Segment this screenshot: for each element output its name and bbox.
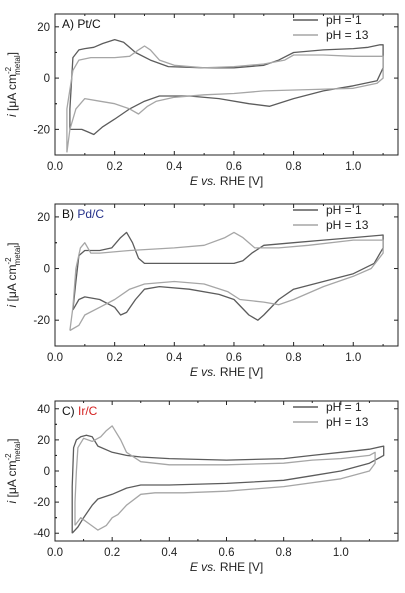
legend-label-ph13: pH = 13 xyxy=(326,28,369,42)
y-tick-label: 20 xyxy=(37,435,50,447)
legend-label-ph1: pH = 1 xyxy=(326,400,362,414)
x-tick-label: 0.4 xyxy=(161,547,178,559)
x-axis-title-e: E xyxy=(190,560,199,574)
panel-label-prefix: C) xyxy=(62,404,78,418)
panel-label-metal: Ir/C xyxy=(78,404,98,418)
y-axis-title-i: i xyxy=(5,114,19,117)
y-axis-title-subscript: metal xyxy=(13,442,22,462)
y-axis-title: i [μA cm-2metal] xyxy=(4,439,22,504)
x-tick-label: 0.8 xyxy=(286,352,302,364)
series-line-ph13 xyxy=(66,45,384,153)
panel-label-prefix: B) xyxy=(62,207,77,221)
y-tick-label: 20 xyxy=(37,212,50,224)
y-tick-label: -20 xyxy=(33,497,50,509)
y-tick-label: -20 xyxy=(33,315,50,327)
y-axis-title-unit: [μA cm xyxy=(5,461,19,501)
x-tick-label: 1.0 xyxy=(345,352,361,364)
legend-label-ph1: pH = 1 xyxy=(326,203,362,217)
y-axis-title: i [μA cm-2metal] xyxy=(4,243,22,308)
series-line-ph13 xyxy=(74,425,376,531)
y-axis-title-subscript: metal xyxy=(13,246,22,266)
x-tick-label: 0.6 xyxy=(226,352,242,364)
panel-label: C) Ir/C xyxy=(62,404,98,418)
y-axis-title-close: ] xyxy=(5,439,19,442)
y-tick-label: 0 xyxy=(44,264,50,276)
x-axis-title-e: E xyxy=(190,365,199,379)
series-line-ph13 xyxy=(69,231,384,332)
y-tick-label: 0 xyxy=(44,73,50,85)
panel-label-prefix: A) xyxy=(62,17,77,31)
y-tick-label: 0 xyxy=(44,466,50,478)
x-tick-label: 0.2 xyxy=(104,547,120,559)
x-axis-title: E vs. RHE [V] xyxy=(190,174,263,188)
series-line-ph1 xyxy=(72,231,384,321)
y-axis-title-unit: [μA cm xyxy=(5,265,19,305)
y-axis-title-superscript: -2 xyxy=(4,257,13,265)
y-tick-label: -40 xyxy=(33,528,50,540)
y-axis-title-close: ] xyxy=(5,52,19,55)
x-tick-label: 0.2 xyxy=(107,161,123,173)
x-axis-title-e: E xyxy=(190,174,199,188)
y-axis-title-unit: [μA cm xyxy=(5,74,19,114)
y-tick-label: 40 xyxy=(37,404,50,416)
legend-label-ph13: pH = 13 xyxy=(326,415,369,429)
y-tick-label: 20 xyxy=(37,22,50,34)
panel-label: A) Pt/C xyxy=(62,17,101,31)
panel-C: 0.0 0.2 0.4 0.6 0.8 1.0 -40 -20 0 20 40 C) Ir/C pH =… xyxy=(4,400,399,574)
legend-label-ph1: pH = 1 xyxy=(326,13,362,27)
x-tick-label: 0.4 xyxy=(166,352,183,364)
x-tick-label: 0.2 xyxy=(107,352,123,364)
panel-label-metal: Pt/C xyxy=(77,17,101,31)
x-tick-label: 1.0 xyxy=(345,161,361,173)
x-tick-label: 0.8 xyxy=(276,547,292,559)
x-axis-title: E vs. RHE [V] xyxy=(190,365,263,379)
x-axis-title: E vs. RHE [V] xyxy=(190,560,263,574)
x-tick-label: 0.0 xyxy=(47,547,63,559)
x-axis-title-vs: vs. xyxy=(198,365,217,379)
y-axis-title-superscript: -2 xyxy=(4,66,13,74)
x-axis-title-rest: RHE [V] xyxy=(217,174,264,188)
panel-B: 0.0 0.2 0.4 0.6 0.8 1.0 -20 0 20 B) Pd/C pH = 1pH … xyxy=(4,203,399,379)
x-tick-label: 0.6 xyxy=(219,547,235,559)
y-axis-title: i [μA cm-2metal] xyxy=(4,52,22,117)
x-axis-title-vs: vs. xyxy=(198,174,217,188)
panel-label-metal: Pd/C xyxy=(77,207,104,221)
series-line-ph1 xyxy=(69,38,384,136)
y-axis-title-subscript: metal xyxy=(13,55,22,75)
panel-A: 0.0 0.2 0.4 0.6 0.8 1.0 -20 0 20 A) Pt/C pH = 1pH … xyxy=(4,13,399,188)
x-tick-label: 0.0 xyxy=(47,352,63,364)
y-axis-title-superscript: -2 xyxy=(4,453,13,461)
y-axis-title-i: i xyxy=(5,304,19,307)
y-axis-title-close: ] xyxy=(5,243,19,246)
x-tick-label: 1.0 xyxy=(333,547,349,559)
y-axis-title-i: i xyxy=(5,500,19,503)
x-axis-title-vs: vs. xyxy=(198,560,217,574)
x-tick-label: 0.6 xyxy=(226,161,242,173)
legend-label-ph13: pH = 13 xyxy=(326,218,369,232)
y-tick-label: -20 xyxy=(33,124,50,136)
plot-frame xyxy=(54,13,399,156)
plot-frame xyxy=(54,203,399,347)
x-axis-title-rest: RHE [V] xyxy=(217,365,264,379)
x-tick-label: 0.4 xyxy=(166,161,183,173)
x-axis-title-rest: RHE [V] xyxy=(217,560,264,574)
series-line-ph1 xyxy=(71,434,385,534)
panel-label: B) Pd/C xyxy=(62,207,104,221)
x-tick-label: 0.0 xyxy=(47,161,63,173)
x-tick-label: 0.8 xyxy=(286,161,302,173)
